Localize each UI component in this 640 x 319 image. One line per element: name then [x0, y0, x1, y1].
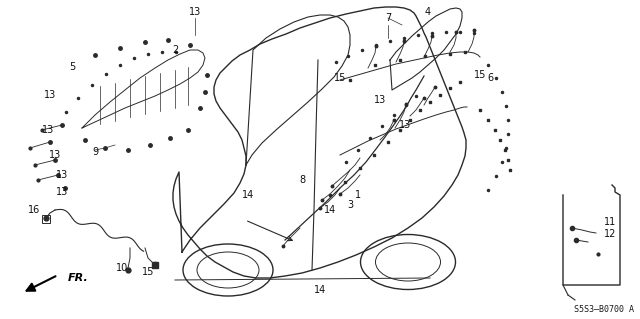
Text: FR.: FR.: [68, 273, 89, 283]
Text: 7: 7: [385, 13, 391, 23]
Text: 1: 1: [355, 190, 361, 200]
Text: 14: 14: [242, 190, 254, 200]
Text: 15: 15: [334, 73, 346, 83]
Text: 13: 13: [374, 95, 386, 105]
Text: 16: 16: [28, 205, 40, 215]
Text: S5S3—B0700 A: S5S3—B0700 A: [574, 306, 634, 315]
Text: 13: 13: [189, 7, 201, 17]
Text: 13: 13: [56, 170, 68, 180]
Text: 10: 10: [116, 263, 128, 273]
Text: 13: 13: [56, 187, 68, 197]
Text: 5: 5: [69, 62, 75, 72]
Text: 15: 15: [142, 267, 154, 277]
FancyBboxPatch shape: [42, 215, 50, 223]
Text: 8: 8: [299, 175, 305, 185]
Text: 4: 4: [425, 7, 431, 17]
Text: 12: 12: [604, 229, 616, 239]
Text: 2: 2: [172, 45, 178, 55]
Text: 11: 11: [604, 217, 616, 227]
Text: 13: 13: [44, 90, 56, 100]
Text: 14: 14: [324, 205, 336, 215]
Text: 15: 15: [474, 70, 486, 80]
Text: 6: 6: [487, 73, 493, 83]
Text: 13: 13: [49, 150, 61, 160]
Text: 14: 14: [314, 285, 326, 295]
Text: 13: 13: [42, 125, 54, 135]
Text: 13: 13: [399, 120, 411, 130]
Text: 9: 9: [92, 147, 98, 157]
Text: 3: 3: [347, 200, 353, 210]
